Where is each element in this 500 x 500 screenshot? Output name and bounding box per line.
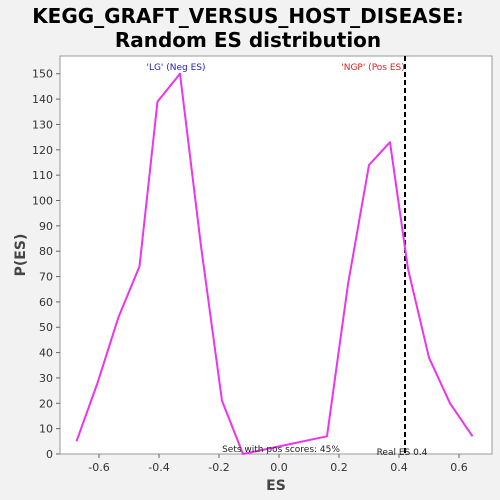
neg-es-label: 'LG' (Neg ES) [146, 63, 205, 73]
y-tick-label: 110 [32, 169, 53, 182]
y-tick-label: 40 [39, 347, 53, 360]
y-tick-label: 80 [39, 245, 53, 258]
y-tick-label: 140 [32, 93, 53, 106]
x-tick-label: 0.0 [270, 461, 288, 474]
y-tick-label: 150 [32, 68, 53, 81]
y-tick-label: 60 [39, 296, 53, 309]
y-tick-label: 100 [32, 194, 53, 207]
y-tick-label: 0 [46, 448, 53, 461]
y-axis: 0 10 20 30 40 50 60 70 80 90 100 110 120 130 140 150 [32, 68, 60, 461]
x-tick-label: -0.6 [88, 461, 109, 474]
x-axis: -0.6 -0.4 -0.2 0.0 0.2 0.4 0.6 [88, 454, 468, 474]
y-axis-title: P(ES) [13, 234, 29, 277]
y-tick-label: 30 [39, 372, 53, 385]
y-tick-label: 120 [32, 144, 53, 157]
x-tick-label: -0.4 [148, 461, 169, 474]
y-tick-label: 10 [39, 423, 53, 436]
y-tick-label: 90 [39, 220, 53, 233]
y-tick-label: 70 [39, 271, 53, 284]
real-es-note: Real ES 0.4 [377, 448, 428, 458]
plot-area [59, 55, 493, 455]
y-tick-label: 20 [39, 397, 53, 410]
series-group [75, 72, 474, 455]
x-tick-label: 0.6 [450, 461, 468, 474]
x-tick-label: 0.2 [330, 461, 348, 474]
chart-title-line1: KEGG_GRAFT_VERSUS_HOST_DISEASE: [32, 4, 464, 28]
series-line [75, 72, 474, 455]
y-tick-label: 50 [39, 321, 53, 334]
x-axis-title: ES [266, 478, 286, 494]
pos-scores-note: Sets with pos scores: 45% [222, 445, 340, 455]
y-tick-label: 130 [32, 118, 53, 131]
chart-title-line2: Random ES distribution [115, 28, 381, 52]
x-tick-label: 0.4 [390, 461, 408, 474]
pos-es-label: 'NGP' (Pos ES) [341, 63, 405, 73]
x-tick-label: -0.2 [208, 461, 229, 474]
